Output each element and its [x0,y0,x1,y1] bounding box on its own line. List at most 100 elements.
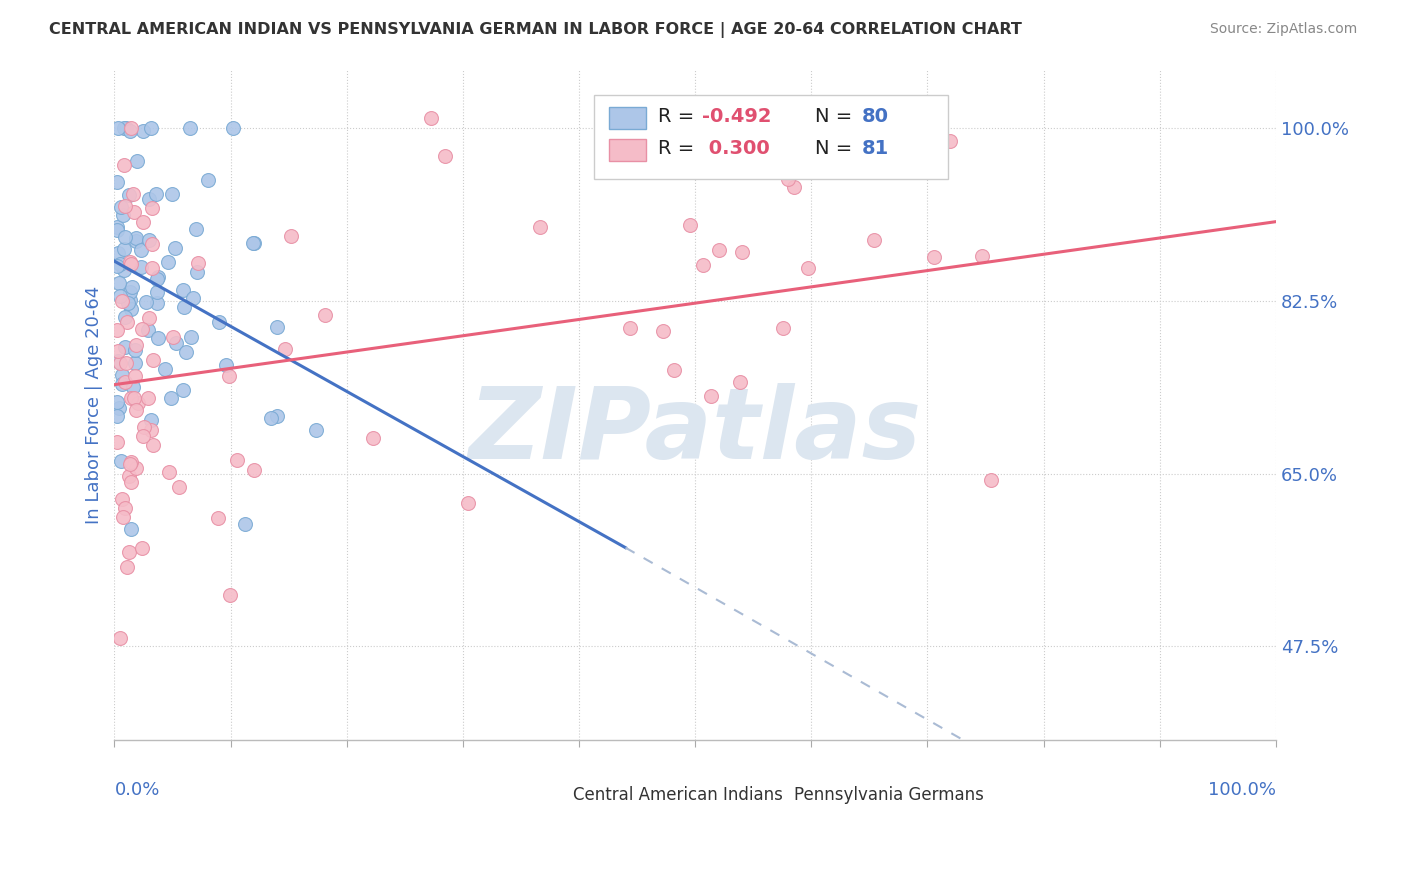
FancyBboxPatch shape [595,95,949,179]
Point [107,276,129,290]
Point [122,391,145,405]
Point [131,322,153,336]
Point [117,559,139,574]
Point [433,148,456,162]
Point [699,389,721,403]
Point [107,343,129,358]
Point [139,413,162,427]
Point [707,243,730,257]
Text: 81: 81 [862,139,889,158]
Point [125,460,148,475]
Point [114,310,136,324]
Point [215,358,238,372]
Point [111,294,134,309]
Point [222,120,245,135]
Point [107,120,129,135]
Point [136,392,159,406]
Point [114,120,136,135]
Point [772,320,794,334]
Point [129,260,152,275]
Point [153,361,176,376]
Point [108,401,131,416]
Point [169,480,191,494]
Point [121,380,143,394]
Point [132,215,155,229]
Point [114,500,136,515]
Point [110,355,132,369]
Point [141,423,163,437]
Point [207,511,229,525]
Point [120,285,142,299]
Point [110,454,132,468]
Point [138,192,160,206]
Point [125,234,148,248]
Point [111,368,134,382]
Point [174,345,197,359]
Point [127,154,149,169]
Point [173,301,195,315]
Point [120,255,142,269]
Point [120,454,142,468]
Point [157,465,180,479]
Point [280,229,302,244]
Point [233,516,256,531]
Text: Source: ZipAtlas.com: Source: ZipAtlas.com [1209,22,1357,37]
Point [114,356,136,370]
Point [187,255,209,269]
Point [105,259,128,273]
Point [145,187,167,202]
Point [114,230,136,244]
Point [120,391,142,405]
Point [619,321,641,335]
Point [219,588,242,602]
Point [105,435,128,450]
Point [111,376,134,391]
Point [105,223,128,237]
Point [141,202,163,216]
Text: R =: R = [658,139,700,158]
Point [146,331,169,345]
Point [138,233,160,247]
Text: 100.0%: 100.0% [1208,780,1277,798]
Point [180,329,202,343]
Point [165,241,187,255]
Point [970,249,993,263]
Point [114,376,136,390]
Point [135,295,157,310]
Point [120,120,142,135]
Point [274,343,297,357]
FancyBboxPatch shape [609,139,647,161]
Point [118,124,141,138]
Point [110,257,132,271]
Point [208,315,231,329]
Point [105,409,128,423]
Point [118,545,141,559]
Point [122,205,145,219]
Point [141,120,163,135]
Point [136,322,159,336]
Point [112,158,135,172]
Point [117,295,139,310]
Point [112,208,135,222]
Point [121,280,143,294]
Point [692,258,714,272]
Text: Pennsylvania Germans: Pennsylvania Germans [794,787,984,805]
Point [118,457,141,471]
Point [226,453,249,467]
Point [112,242,135,256]
Point [664,363,686,377]
Point [652,325,675,339]
Text: R =: R = [658,107,700,127]
Text: N =: N = [815,139,858,158]
Point [162,329,184,343]
Y-axis label: In Labor Force | Age 20-64: In Labor Force | Age 20-64 [86,285,103,524]
Point [243,463,266,477]
Point [457,496,479,510]
Point [242,235,264,250]
Point [179,120,201,135]
Point [314,308,336,322]
Point [156,255,179,269]
Point [731,245,754,260]
Point [107,354,129,368]
Point [112,120,135,135]
